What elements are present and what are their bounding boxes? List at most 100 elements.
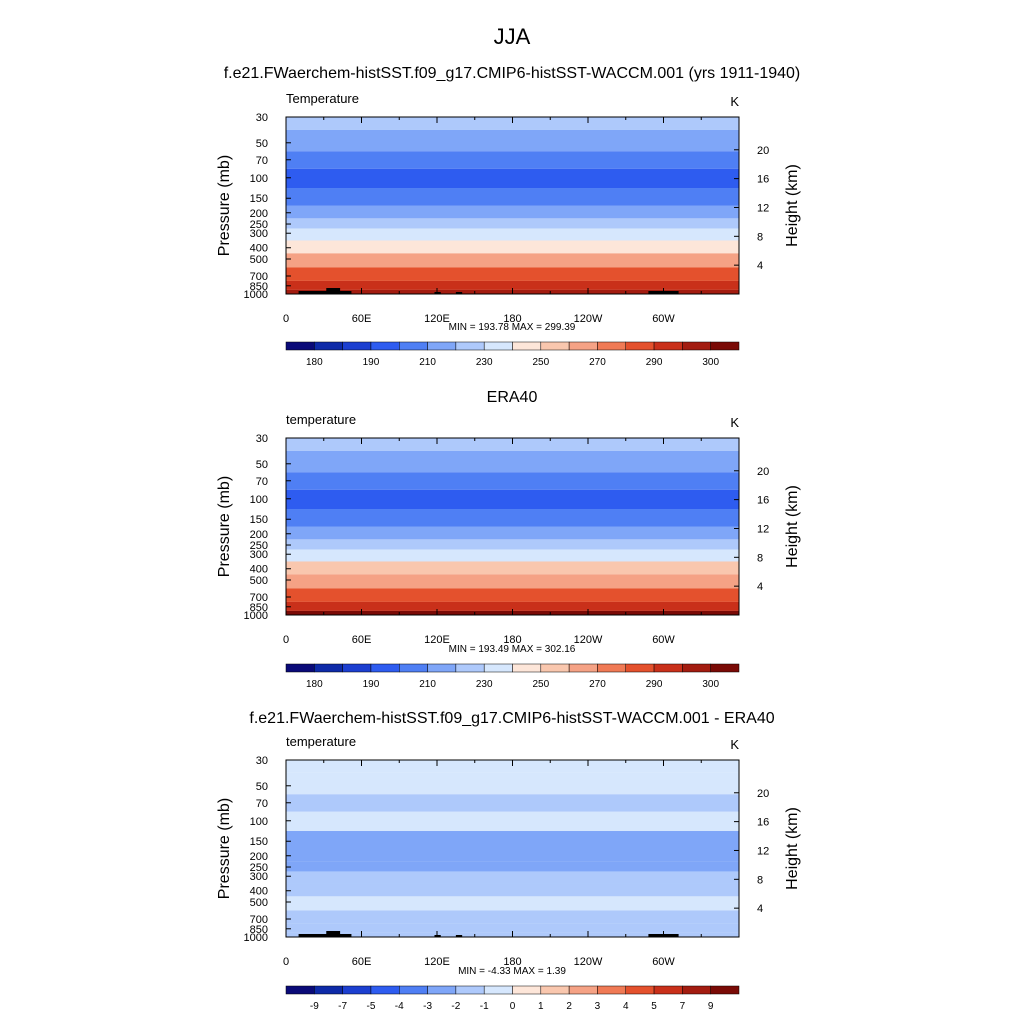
x-tick-label: 180	[503, 634, 521, 646]
colorbar-swatch	[427, 341, 457, 351]
colorbar-swatch	[512, 341, 542, 351]
colorbar-swatch	[710, 985, 740, 995]
y-tick-label: 200	[250, 529, 268, 541]
panel-title: f.e21.FWaerchem-histSST.f09_g17.CMIP6-hi…	[224, 65, 801, 82]
contour-band	[286, 601, 739, 611]
colorbar-label: 270	[589, 357, 606, 368]
right-string: K	[730, 94, 739, 109]
colorbar-swatch	[455, 341, 485, 351]
y-tick-label: 400	[250, 564, 268, 576]
x-tick-label: 180	[503, 956, 521, 968]
topography	[298, 934, 352, 937]
contour-band	[286, 794, 739, 812]
y-tick-label: 200	[250, 851, 268, 863]
y2-tick-label: 4	[757, 903, 763, 915]
contour-band	[286, 472, 739, 490]
y-tick-label: 1000	[244, 289, 268, 301]
topography	[434, 935, 441, 937]
colorbar-swatch	[625, 663, 655, 673]
x-tick-label: 180	[503, 313, 521, 325]
right-string: K	[730, 737, 739, 752]
y-tick-label: 300	[250, 871, 268, 883]
y-tick-label: 850	[250, 281, 268, 293]
colorbar: -9 -7 -5 -4 -3 -2 -1 0 1 2 3 4 5 7 9	[285, 985, 740, 1012]
panel-difference: f.e21.FWaerchem-histSST.f09_g17.CMIP6-hi…	[216, 710, 801, 1012]
colorbar-swatch	[653, 663, 683, 673]
y-tick-label: 1000	[244, 610, 268, 622]
left-string: temperature	[286, 412, 356, 427]
colorbar-swatch	[285, 663, 315, 673]
contour-band	[286, 205, 739, 219]
left-string: Temperature	[286, 91, 359, 106]
colorbar-swatch	[625, 985, 655, 995]
colorbar-label: 190	[363, 679, 380, 690]
colorbar-label: -1	[480, 1001, 489, 1012]
contour-band	[286, 539, 739, 550]
colorbar-swatch	[399, 341, 428, 351]
x-tick-label: 0	[283, 634, 289, 646]
colorbar-label: 250	[532, 679, 549, 690]
colorbar-swatch	[710, 663, 740, 673]
colorbar-swatch	[653, 341, 683, 351]
colorbar-label: -3	[423, 1001, 432, 1012]
colorbar-swatch	[483, 663, 513, 673]
y-tick-label: 70	[256, 798, 268, 810]
contour-band	[286, 760, 739, 773]
y2-tick-label: 8	[757, 874, 763, 886]
contour-band	[286, 253, 739, 268]
colorbar-label: 210	[419, 357, 436, 368]
y-tick-label: 400	[250, 886, 268, 898]
y-tick-label: 70	[256, 476, 268, 488]
y-tick-label: 30	[256, 755, 268, 767]
y2-tick-label: 20	[757, 145, 769, 157]
y-tick-label: 250	[250, 862, 268, 874]
colorbar-swatch	[342, 663, 372, 673]
contour-band	[286, 923, 739, 933]
contour-band	[286, 151, 739, 169]
contour-band	[286, 280, 739, 290]
contour-band	[286, 871, 739, 884]
y2-axis-label: Height (km)	[784, 164, 801, 247]
contour-band	[286, 438, 739, 451]
colorbar-label: 300	[702, 679, 719, 690]
colorbar-label: 180	[306, 357, 323, 368]
colorbar-label: 230	[476, 679, 493, 690]
panel-title: ERA40	[487, 389, 538, 406]
colorbar-swatch	[512, 663, 542, 673]
y-tick-label: 850	[250, 924, 268, 936]
colorbar-swatch	[597, 985, 626, 995]
panel-era40: ERA40 temperature K 0 60E 120E 180 120W 60W 30…	[216, 389, 801, 690]
y-tick-label: 300	[250, 549, 268, 561]
colorbar-label: 7	[680, 1001, 686, 1012]
y2-tick-label: 12	[757, 202, 769, 214]
colorbar-swatch	[399, 985, 428, 995]
y-tick-label: 50	[256, 781, 268, 793]
colorbar-label: 1	[538, 1001, 544, 1012]
colorbar-swatch	[342, 341, 372, 351]
y-tick-label: 400	[250, 243, 268, 255]
y2-tick-label: 20	[757, 788, 769, 800]
x-tick-label: 120W	[574, 634, 603, 646]
y2-tick-label: 16	[757, 495, 769, 507]
contour-band	[286, 526, 739, 540]
y-tick-label: 700	[250, 592, 268, 604]
y-tick-label: 700	[250, 914, 268, 926]
colorbar-swatch	[597, 663, 626, 673]
topography	[298, 291, 352, 294]
colorbar-swatch	[285, 985, 315, 995]
y-tick-label: 700	[250, 271, 268, 283]
colorbar-label: 210	[419, 679, 436, 690]
colorbar-swatch	[540, 985, 570, 995]
contour-band	[286, 240, 739, 254]
colorbar-label: 3	[595, 1001, 601, 1012]
contour-band	[286, 549, 739, 562]
y2-tick-label: 16	[757, 174, 769, 186]
contour-band	[286, 218, 739, 229]
y-tick-label: 500	[250, 897, 268, 909]
colorbar-swatch	[710, 341, 740, 351]
contour-band	[286, 910, 739, 924]
colorbar-swatch	[285, 341, 315, 351]
topography	[455, 292, 463, 294]
colorbar-swatch	[370, 341, 400, 351]
